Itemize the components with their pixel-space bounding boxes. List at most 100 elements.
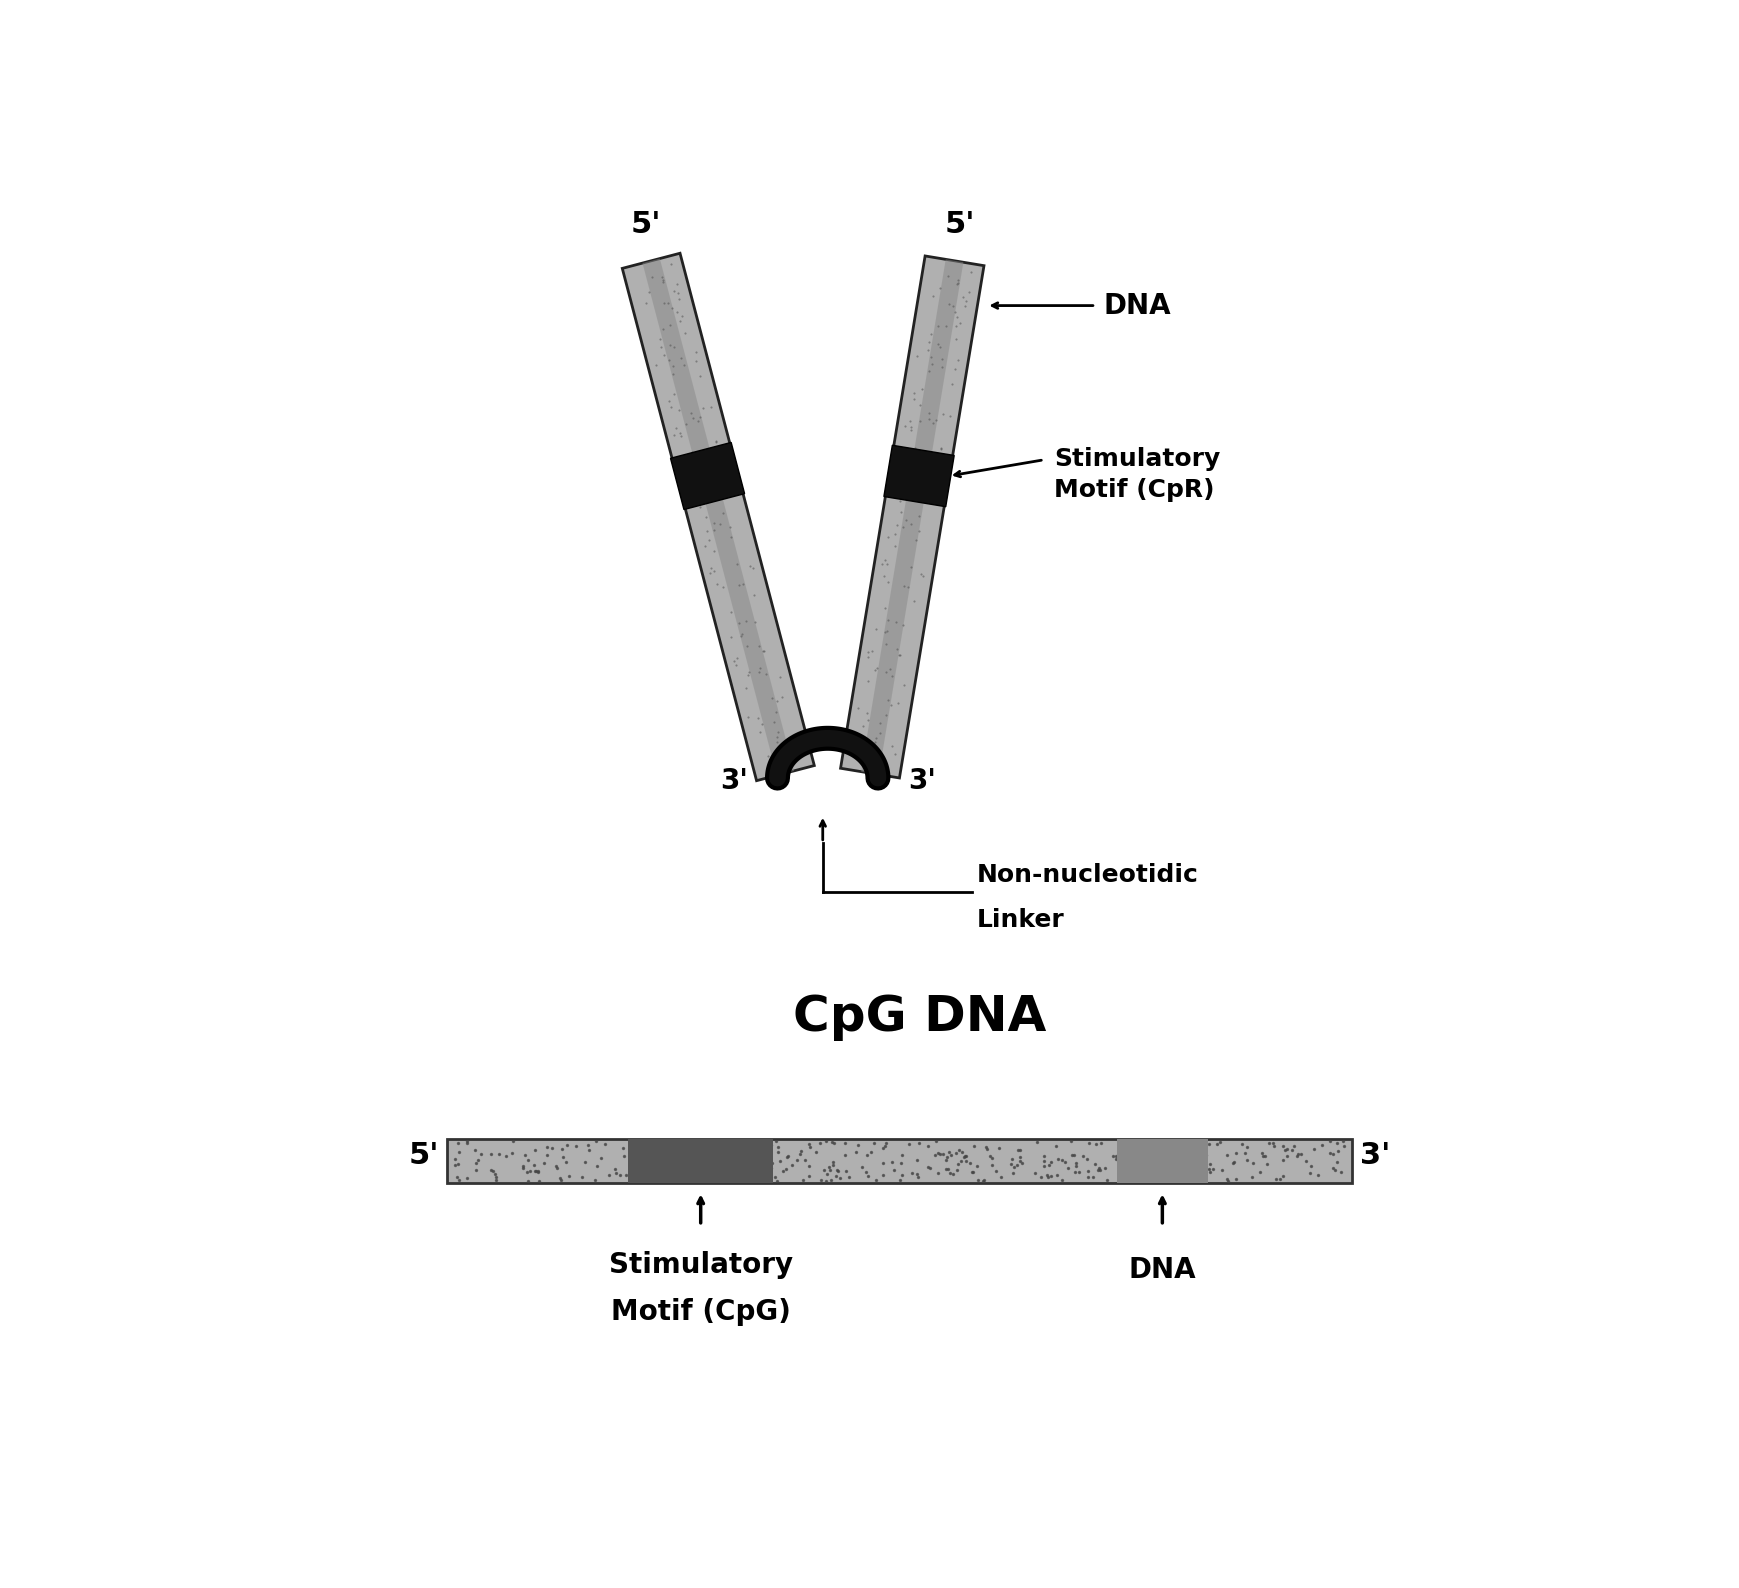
Point bbox=[605, 1162, 633, 1188]
Point bbox=[626, 1147, 654, 1172]
Point bbox=[1047, 1148, 1075, 1174]
Point bbox=[812, 1129, 840, 1154]
Point bbox=[1029, 1148, 1057, 1174]
Point bbox=[1165, 1143, 1193, 1169]
Polygon shape bbox=[883, 445, 953, 507]
Point bbox=[711, 1135, 739, 1161]
Point bbox=[1162, 1134, 1189, 1159]
Point bbox=[958, 1159, 986, 1185]
Point bbox=[642, 1131, 670, 1156]
Point bbox=[683, 1139, 711, 1164]
Point bbox=[623, 1147, 650, 1172]
Point bbox=[830, 1142, 857, 1167]
Point bbox=[868, 1135, 896, 1161]
Point bbox=[1005, 1145, 1033, 1170]
Point bbox=[819, 1153, 847, 1178]
Point bbox=[1113, 1137, 1141, 1162]
Point bbox=[464, 1147, 492, 1172]
Point bbox=[969, 1169, 996, 1194]
Point bbox=[730, 1131, 758, 1156]
Point bbox=[1254, 1131, 1282, 1156]
Point bbox=[1247, 1140, 1275, 1166]
Text: 5': 5' bbox=[409, 1140, 438, 1170]
Point bbox=[1023, 1129, 1050, 1154]
Point bbox=[1316, 1140, 1344, 1166]
Point bbox=[859, 1131, 887, 1156]
Point bbox=[996, 1147, 1024, 1172]
Point bbox=[1033, 1164, 1061, 1189]
Point bbox=[944, 1137, 972, 1162]
Point bbox=[1057, 1142, 1085, 1167]
Point bbox=[623, 1150, 650, 1175]
Point bbox=[1165, 1154, 1193, 1180]
Text: DNA: DNA bbox=[1103, 292, 1170, 319]
Point bbox=[1183, 1127, 1210, 1153]
Point bbox=[1320, 1158, 1348, 1183]
Point bbox=[595, 1162, 623, 1188]
Point bbox=[807, 1167, 835, 1193]
Point bbox=[1329, 1129, 1356, 1154]
Point bbox=[1268, 1162, 1296, 1188]
Point bbox=[562, 1134, 590, 1159]
Point bbox=[739, 1167, 767, 1193]
Point bbox=[543, 1156, 570, 1181]
Point bbox=[640, 1132, 668, 1158]
Point bbox=[741, 1154, 769, 1180]
Point bbox=[1191, 1156, 1219, 1181]
Point bbox=[831, 1159, 859, 1185]
Point bbox=[480, 1161, 508, 1186]
Point bbox=[762, 1129, 790, 1154]
Point bbox=[1261, 1166, 1289, 1191]
Point bbox=[708, 1148, 736, 1174]
Point bbox=[499, 1129, 527, 1154]
Point bbox=[1061, 1159, 1089, 1185]
Point bbox=[816, 1158, 843, 1183]
Point bbox=[523, 1159, 551, 1185]
Point bbox=[1266, 1167, 1294, 1193]
Point bbox=[694, 1158, 722, 1183]
Point bbox=[1292, 1148, 1320, 1174]
Point bbox=[934, 1156, 962, 1181]
Point bbox=[772, 1145, 800, 1170]
Point bbox=[1252, 1151, 1280, 1177]
Point bbox=[970, 1167, 998, 1193]
Point bbox=[790, 1167, 817, 1193]
Point bbox=[722, 1134, 750, 1159]
Point bbox=[1323, 1139, 1351, 1164]
Point bbox=[541, 1153, 569, 1178]
Point bbox=[880, 1158, 908, 1183]
Point bbox=[769, 1159, 796, 1185]
Point bbox=[624, 1153, 652, 1178]
Point bbox=[569, 1164, 596, 1189]
Point bbox=[755, 1134, 783, 1159]
Point bbox=[583, 1129, 610, 1154]
Point bbox=[870, 1134, 897, 1159]
Point bbox=[904, 1131, 932, 1156]
Point bbox=[482, 1167, 510, 1193]
Point bbox=[946, 1148, 974, 1174]
Point bbox=[857, 1140, 885, 1166]
Point bbox=[821, 1164, 849, 1189]
Point bbox=[744, 1131, 772, 1156]
Point bbox=[736, 1132, 763, 1158]
Point bbox=[923, 1140, 951, 1166]
Point bbox=[583, 1154, 610, 1180]
Point bbox=[515, 1169, 543, 1194]
Point bbox=[1057, 1129, 1085, 1154]
Point bbox=[939, 1162, 967, 1188]
Point bbox=[744, 1134, 772, 1159]
Point bbox=[631, 1129, 659, 1154]
Point bbox=[701, 1153, 729, 1178]
Point bbox=[1109, 1137, 1137, 1162]
Point bbox=[1082, 1132, 1109, 1158]
Point bbox=[934, 1139, 962, 1164]
Point bbox=[739, 1132, 767, 1158]
Point bbox=[932, 1156, 960, 1181]
Point bbox=[656, 1164, 683, 1189]
Point bbox=[687, 1139, 715, 1164]
Point bbox=[1099, 1143, 1127, 1169]
Point bbox=[1280, 1134, 1308, 1159]
Point bbox=[1130, 1167, 1158, 1193]
Point bbox=[548, 1135, 576, 1161]
Point bbox=[958, 1159, 986, 1185]
